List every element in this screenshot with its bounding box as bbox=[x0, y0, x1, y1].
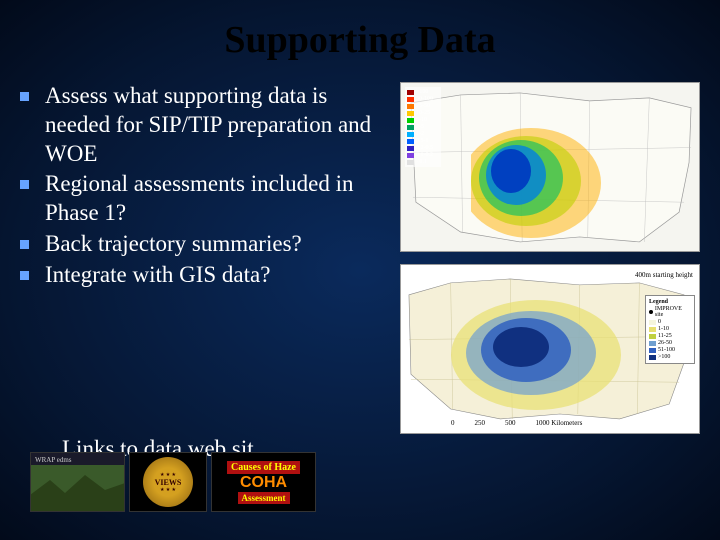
views-logo: ★ ★ ★ VIEWS ★ ★ ★ bbox=[129, 452, 207, 512]
plume-icon bbox=[441, 285, 621, 415]
coha-mid-label: COHA bbox=[240, 474, 287, 492]
bullet-icon bbox=[20, 180, 29, 189]
map2-subtitle: 400m starting height bbox=[635, 271, 693, 279]
wrap-logo: WRAP edms bbox=[30, 452, 125, 512]
bullet-item: Regional assessments included in Phase 1… bbox=[20, 170, 380, 228]
bullet-item: Integrate with GIS data? bbox=[20, 261, 380, 290]
map2-legend: Legend IMPROVE site 0 1-10 11-25 26-50 5… bbox=[645, 295, 695, 364]
logo-strip: WRAP edms ★ ★ ★ VIEWS ★ ★ ★ Causes of Ha… bbox=[30, 452, 316, 512]
map-top: >100 50-100 25-50 10-25 5-10 2-5 1-2 0.5… bbox=[400, 82, 700, 252]
landscape-icon bbox=[30, 465, 125, 511]
coha-logo: Causes of Haze COHA Assessment bbox=[211, 452, 316, 512]
bullet-list: Assess what supporting data is needed fo… bbox=[20, 82, 390, 434]
bullet-text: Integrate with GIS data? bbox=[45, 261, 270, 290]
bullet-text: Assess what supporting data is needed fo… bbox=[45, 82, 380, 168]
bullet-item: Back trajectory summaries? bbox=[20, 230, 380, 259]
plume-icon bbox=[471, 113, 621, 243]
content-area: Assess what supporting data is needed fo… bbox=[0, 72, 720, 434]
map-bottom: 400m starting height Legend IMPROVE site… bbox=[400, 264, 700, 434]
slide-title: Supporting Data bbox=[0, 0, 720, 72]
map-column: >100 50-100 25-50 10-25 5-10 2-5 1-2 0.5… bbox=[390, 82, 700, 434]
bullet-text: Back trajectory summaries? bbox=[45, 230, 302, 259]
bullet-icon bbox=[20, 92, 29, 101]
bullet-icon bbox=[20, 271, 29, 280]
map1-legend: >100 50-100 25-50 10-25 5-10 2-5 1-2 0.5… bbox=[405, 87, 441, 167]
views-seal-icon: ★ ★ ★ VIEWS ★ ★ ★ bbox=[143, 457, 193, 507]
coha-top-label: Causes of Haze bbox=[227, 461, 300, 474]
bullet-item: Assess what supporting data is needed fo… bbox=[20, 82, 380, 168]
map2-scalebar: 0 250 500 1000 Kilometers bbox=[451, 419, 582, 427]
bullet-text: Regional assessments included in Phase 1… bbox=[45, 170, 380, 228]
bullet-icon bbox=[20, 240, 29, 249]
coha-bot-label: Assessment bbox=[238, 492, 290, 504]
